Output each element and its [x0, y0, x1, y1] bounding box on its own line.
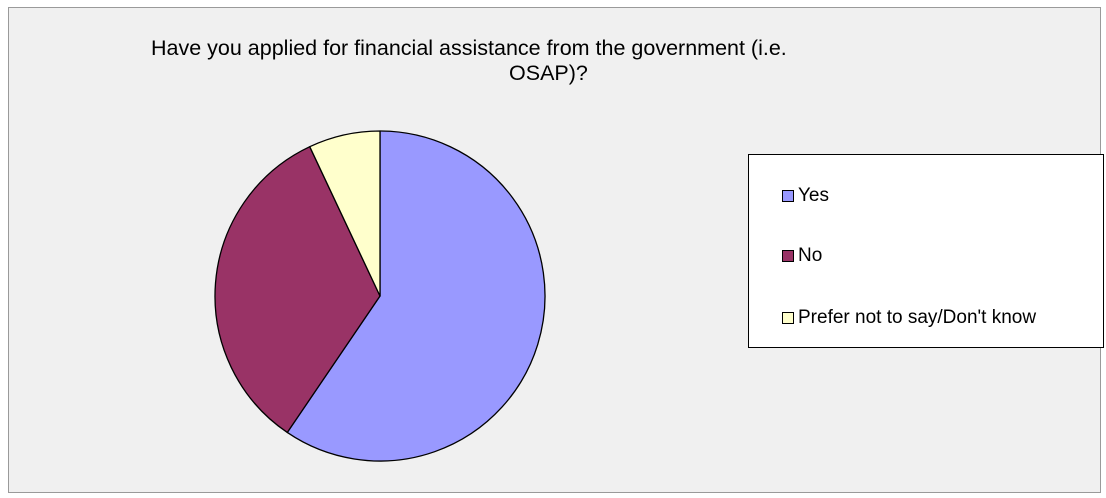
- legend-item-yes: Yes: [782, 184, 829, 208]
- pie-slice-yes: [286, 130, 546, 462]
- pie-chart: [214, 130, 546, 462]
- legend-swatch-no: [782, 250, 794, 262]
- pie-slice-no: [214, 146, 381, 434]
- chart-area: Have you applied for financial assistanc…: [8, 7, 1104, 493]
- legend-item-prefer-not: Prefer not to say/Don't know: [782, 306, 1036, 330]
- legend: Yes No Prefer not to say/Don't know: [748, 154, 1104, 348]
- legend-swatch-yes: [782, 190, 794, 202]
- legend-swatch-prefer-not: [782, 312, 794, 324]
- legend-label-yes: Yes: [798, 185, 829, 206]
- pie-slice-prefer-not: [309, 130, 381, 297]
- legend-label-no: No: [798, 245, 823, 266]
- legend-label-prefer-not: Prefer not to say/Don't know: [798, 307, 1037, 328]
- legend-item-no: No: [782, 244, 822, 268]
